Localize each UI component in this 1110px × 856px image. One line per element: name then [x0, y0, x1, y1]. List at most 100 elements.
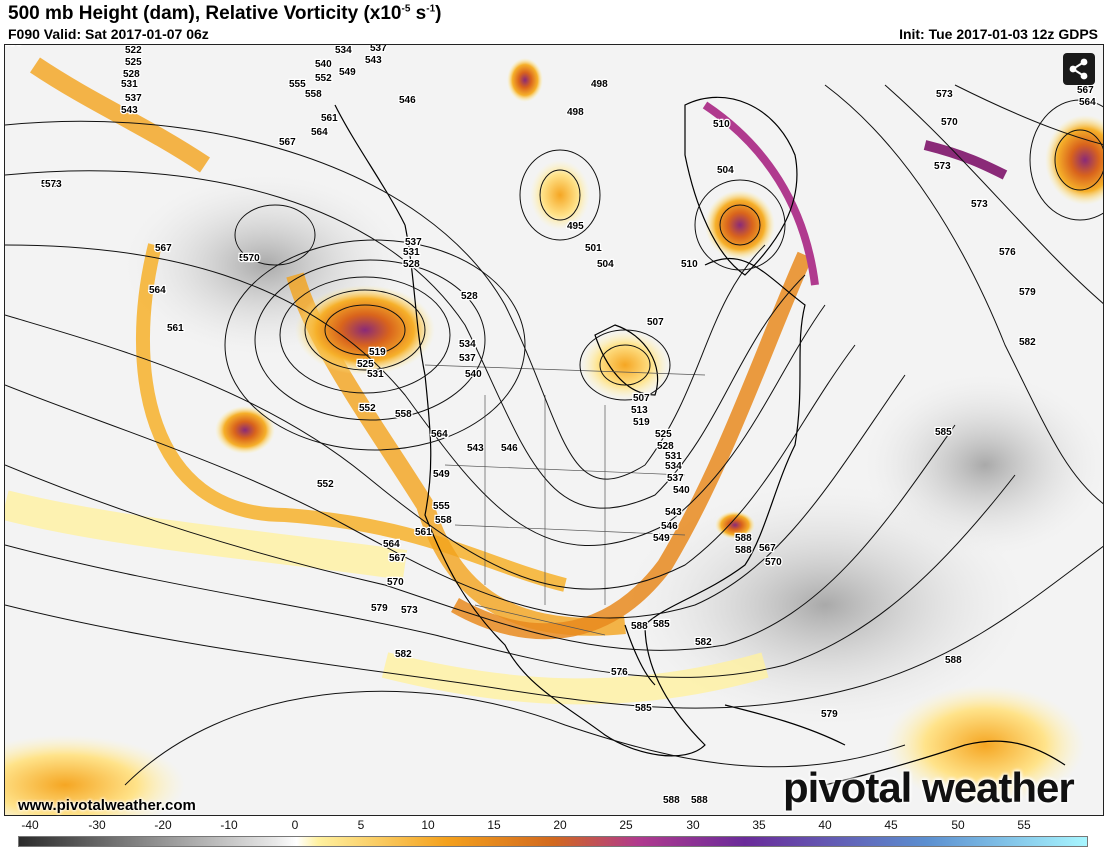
contour-label: 537 — [370, 45, 387, 54]
contour-label: 531 — [367, 369, 384, 380]
contour-label: 504 — [717, 165, 734, 176]
contour-label: 537 — [667, 473, 684, 484]
contour-line — [124, 690, 906, 786]
contour-line — [954, 84, 1103, 145]
contour-label: 531 — [403, 247, 420, 258]
contour-label: 540 — [465, 369, 482, 380]
vorticity-band — [30, 57, 210, 173]
contour-label: 564 — [431, 429, 448, 440]
contour-label: 498 — [567, 107, 584, 118]
contour-label: 573 — [5, 45, 22, 48]
valid-time: F090 Valid: Sat 2017-01-07 06z — [8, 26, 209, 42]
colorbar-tick-label: 35 — [752, 818, 766, 832]
contour-label: 549 — [433, 469, 450, 480]
contour-label: 585 — [41, 179, 58, 190]
contour-label: 585 — [635, 703, 652, 714]
contour-label: 537 — [405, 237, 422, 248]
contour-line — [824, 84, 1103, 505]
state-line — [444, 464, 686, 476]
contour-label: 576 — [999, 247, 1016, 258]
vorticity-shade — [865, 375, 1103, 555]
contour-line — [5, 244, 826, 546]
contour-line — [5, 314, 856, 590]
contour-label: 528 — [657, 441, 674, 452]
coastlines — [334, 96, 1066, 786]
vorticity-max — [215, 406, 275, 454]
vorticity-max — [5, 735, 185, 815]
contour-label: 519 — [633, 417, 650, 428]
contour-line — [279, 276, 451, 394]
init-time: Init: Tue 2017-01-03 12z GDPS — [899, 26, 1098, 42]
contour-label: 543 — [121, 105, 138, 116]
contour-label: 534 — [335, 45, 352, 56]
us-canada-border — [424, 364, 706, 376]
colorbar-tick-label: -30 — [88, 818, 106, 832]
contour-label: 510 — [681, 259, 698, 270]
caribbean-islands — [724, 704, 846, 746]
header: 500 mb Height (dam), Relative Vorticity … — [0, 0, 1110, 44]
share-button[interactable] — [1063, 53, 1095, 85]
contour-line — [5, 545, 1103, 709]
contour-label: 561 — [415, 527, 432, 538]
contour-label: 579 — [1019, 287, 1036, 298]
contour-label: 558 — [395, 409, 412, 420]
contour-line — [1029, 99, 1103, 221]
contour-label: 570 — [765, 557, 782, 568]
colorbar-tick-label: -40 — [21, 818, 39, 832]
contour-label: 540 — [315, 59, 332, 70]
contour-line — [5, 474, 1016, 678]
contour-line — [1054, 129, 1103, 191]
contour-label: 528 — [123, 69, 140, 80]
contour-label: 522 — [125, 45, 142, 56]
contour-label: 534 — [459, 339, 476, 350]
vorticity-max — [507, 58, 543, 102]
contour-label: 579 — [821, 709, 838, 720]
brand-logo: pivotal weather — [783, 764, 1075, 811]
height-contours — [5, 84, 1103, 786]
contour-line — [539, 169, 581, 221]
contour-label: 537 — [125, 93, 142, 104]
contour-label: 570 — [941, 117, 958, 128]
contour-label: 588 — [735, 533, 752, 544]
contour-label: 552 — [317, 479, 334, 490]
contour-label: 531 — [665, 451, 682, 462]
contour-label: 588 — [735, 545, 752, 556]
contour-label: 519 — [369, 347, 386, 358]
vorticity-band — [702, 101, 819, 286]
contour-label: 585 — [935, 427, 952, 438]
contour-label: 549 — [653, 533, 670, 544]
contour-label: 570 — [243, 253, 260, 264]
contour-label: 588 — [631, 621, 648, 632]
contour-label: 564 — [311, 127, 328, 138]
hudson-bay — [594, 324, 659, 396]
contour-label: 576 — [5, 45, 22, 48]
contour-label: 588 — [945, 655, 962, 666]
contour-label: 549 — [339, 67, 356, 78]
colorbar-labels: -40 -30 -20 -10 0 5 10 15 20 25 30 35 40 45 50 55 — [0, 818, 1110, 834]
site-url[interactable]: www.pivotalweather.com — [18, 797, 196, 814]
contour-line — [519, 149, 601, 241]
contour-label: 567 — [279, 137, 296, 148]
contour-label: 561 — [321, 113, 338, 124]
contour-label: 567 — [1077, 85, 1094, 96]
contour-label: 585 — [653, 619, 670, 630]
contour-label: 525 — [655, 429, 672, 440]
contour-label: 564 — [149, 285, 166, 296]
contour-label: 573 — [971, 199, 988, 210]
contour-label: 573 — [401, 605, 418, 616]
contour-line — [599, 344, 651, 386]
contour-label: 588 — [691, 795, 708, 806]
contour-label: 564 — [383, 539, 400, 550]
contour-label: 582 — [395, 649, 412, 660]
contour-label: 501 — [585, 243, 602, 254]
share-icon — [1069, 58, 1088, 80]
contour-line — [234, 204, 316, 266]
weather-map[interactable]: 522 525 528 531 537 543 534 537 540 543 549 552 555 5… — [4, 44, 1104, 816]
contour-label: 495 — [567, 221, 584, 232]
contour-label: 504 — [597, 259, 614, 270]
contour-line — [5, 120, 766, 480]
colorbar-tick-label: 30 — [686, 818, 700, 832]
contour-line — [304, 289, 426, 371]
vorticity-max — [705, 190, 775, 260]
contour-label: 534 — [665, 461, 682, 472]
